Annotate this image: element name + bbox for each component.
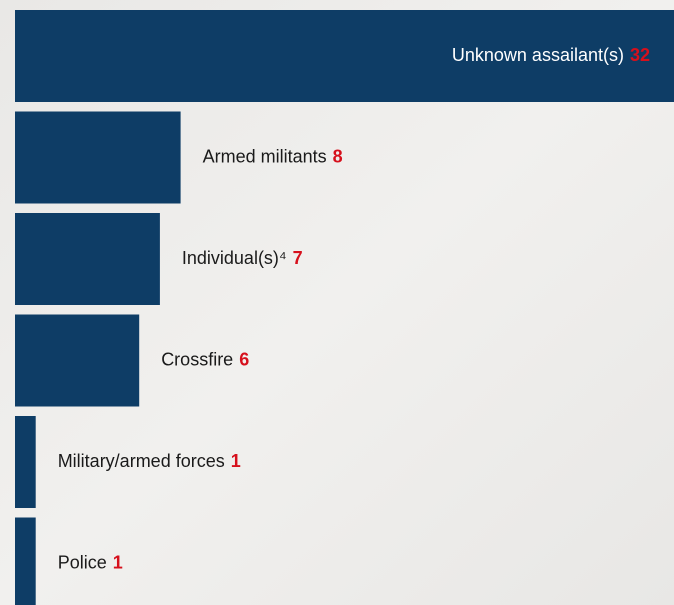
bar-label: Police 1 bbox=[58, 552, 123, 572]
bar-label: Individual(s)⁴ 7 bbox=[182, 248, 303, 268]
bar-label: Military/armed forces 1 bbox=[58, 451, 241, 471]
bar bbox=[15, 517, 36, 605]
bar-label: Crossfire 6 bbox=[161, 349, 249, 369]
bar bbox=[15, 314, 140, 407]
value-label: 7 bbox=[293, 248, 303, 268]
bar-label: Unknown assailant(s) 32 bbox=[452, 45, 650, 65]
category-label: Military/armed forces bbox=[58, 451, 225, 471]
bar bbox=[15, 111, 181, 204]
category-label: Police bbox=[58, 552, 107, 572]
category-label: Individual(s)⁴ bbox=[182, 248, 287, 268]
category-label: Crossfire bbox=[161, 349, 233, 369]
bar-label: Armed militants 8 bbox=[203, 146, 343, 166]
value-label: 8 bbox=[333, 146, 343, 166]
bar bbox=[15, 416, 36, 508]
value-label: 32 bbox=[630, 45, 650, 65]
category-label: Armed militants bbox=[203, 146, 327, 166]
value-label: 6 bbox=[239, 349, 249, 369]
category-label: Unknown assailant(s) bbox=[452, 45, 624, 65]
bar bbox=[15, 10, 674, 102]
value-label: 1 bbox=[113, 552, 123, 572]
bar bbox=[15, 213, 160, 305]
value-label: 1 bbox=[231, 451, 241, 471]
